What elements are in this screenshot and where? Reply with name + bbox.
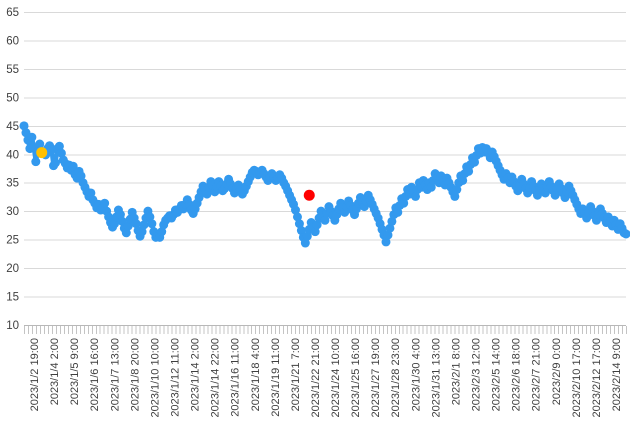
highlight-markers[interactable] bbox=[36, 147, 315, 201]
x-tick-label: 2023/1/10 10:00 bbox=[149, 338, 161, 418]
start-highlight[interactable] bbox=[36, 147, 48, 159]
data-point-marker[interactable] bbox=[137, 227, 147, 237]
x-tick-label: 2023/1/31 13:00 bbox=[430, 338, 442, 418]
data-point-marker[interactable] bbox=[320, 215, 330, 225]
x-tick-label: 2023/1/16 11:00 bbox=[230, 338, 242, 417]
data-point-marker[interactable] bbox=[300, 238, 310, 248]
x-tick-label: 2023/1/8 20:00 bbox=[129, 338, 141, 411]
data-point-marker[interactable] bbox=[411, 191, 420, 201]
x-tick-label: 2023/1/14 2:00 bbox=[190, 338, 202, 411]
x-tick-label: 2023/1/4 2:00 bbox=[49, 338, 61, 405]
data-point-marker[interactable] bbox=[385, 223, 395, 233]
x-tick-label: 2023/1/30 4:00 bbox=[410, 338, 422, 411]
data-point-marker[interactable] bbox=[387, 216, 397, 226]
data-point-marker[interactable] bbox=[110, 219, 119, 229]
series-markers[interactable] bbox=[19, 121, 630, 248]
data-point-marker[interactable] bbox=[19, 121, 29, 131]
x-axis-minor-ticks bbox=[24, 326, 627, 334]
x-tick-label: 2023/2/14 9:00 bbox=[611, 338, 623, 411]
x-tick-label: 2023/2/6 18:00 bbox=[511, 338, 523, 411]
data-point-marker[interactable] bbox=[35, 139, 45, 149]
data-point-marker[interactable] bbox=[464, 166, 474, 176]
data-point-marker[interactable] bbox=[115, 210, 125, 220]
x-tick-label: 2023/2/12 17:00 bbox=[591, 338, 603, 418]
x-tick-label: 2023/2/10 17:00 bbox=[571, 338, 583, 418]
data-point-marker[interactable] bbox=[31, 157, 41, 167]
data-point-marker[interactable] bbox=[145, 212, 155, 222]
y-tick-label: 20 bbox=[6, 263, 19, 275]
x-tick-label: 2023/1/14 22:00 bbox=[210, 338, 222, 418]
y-tick-label: 15 bbox=[6, 292, 19, 304]
data-point-marker[interactable] bbox=[393, 207, 403, 217]
gridlines-group bbox=[24, 12, 626, 326]
data-point-marker[interactable] bbox=[296, 226, 306, 236]
data-point-marker[interactable] bbox=[452, 185, 462, 195]
data-point-marker[interactable] bbox=[302, 231, 312, 241]
data-point-marker[interactable] bbox=[621, 229, 630, 239]
x-tick-label: 2023/2/1 8:00 bbox=[450, 338, 462, 405]
data-point-marker[interactable] bbox=[292, 212, 302, 222]
data-point-marker[interactable] bbox=[470, 157, 480, 167]
data-point-marker[interactable] bbox=[312, 220, 322, 230]
y-tick-label: 50 bbox=[6, 92, 19, 104]
x-tick-label: 2023/1/21 7:00 bbox=[290, 338, 302, 411]
x-tick-label: 2023/2/5 14:00 bbox=[491, 338, 503, 411]
data-point-marker[interactable] bbox=[56, 148, 66, 158]
x-tick-label: 2023/2/7 21:00 bbox=[531, 338, 543, 411]
x-tick-label: 2023/1/2 19:00 bbox=[29, 338, 41, 411]
data-point-marker[interactable] bbox=[131, 219, 141, 229]
y-tick-label: 45 bbox=[6, 121, 19, 133]
x-tick-label: 2023/1/6 16:00 bbox=[89, 338, 101, 411]
data-point-marker[interactable] bbox=[383, 230, 393, 240]
y-tick-label: 35 bbox=[6, 178, 19, 190]
y-tick-label: 55 bbox=[6, 64, 19, 76]
y-axis-tick-labels: 65 60 55 50 45 40 35 30 25 20 15 10 bbox=[6, 7, 19, 332]
selected-point[interactable] bbox=[303, 189, 315, 201]
x-tick-label: 2023/1/22 21:00 bbox=[310, 338, 322, 418]
x-tick-label: 2023/2/9 0:00 bbox=[551, 338, 563, 405]
x-tick-label: 2023/1/5 9:00 bbox=[69, 338, 81, 405]
data-point-marker[interactable] bbox=[294, 219, 304, 229]
data-point-marker[interactable] bbox=[86, 188, 96, 198]
data-point-marker[interactable] bbox=[121, 228, 131, 238]
data-point-marker[interactable] bbox=[68, 161, 78, 171]
data-point-marker[interactable] bbox=[202, 189, 212, 199]
data-point-marker[interactable] bbox=[157, 227, 167, 237]
x-tick-label: 2023/2/3 12:00 bbox=[471, 338, 483, 411]
x-tick-label: 2023/1/28 23:00 bbox=[390, 338, 402, 418]
x-tick-label: 2023/1/24 10:00 bbox=[330, 338, 342, 418]
x-tick-label: 2023/1/12 11:00 bbox=[170, 338, 182, 417]
data-point-marker[interactable] bbox=[458, 175, 468, 185]
data-point-marker[interactable] bbox=[27, 132, 37, 142]
x-tick-label: 2023/1/7 13:00 bbox=[109, 338, 121, 411]
data-point-marker[interactable] bbox=[139, 220, 149, 230]
x-axis-tick-labels: 2023/1/2 19:00 2023/1/4 2:00 2023/1/5 9:00… bbox=[29, 338, 623, 418]
x-tick-label: 2023/1/19 11:00 bbox=[270, 338, 282, 417]
data-point-marker[interactable] bbox=[123, 221, 133, 231]
data-point-marker[interactable] bbox=[381, 237, 391, 247]
data-point-marker[interactable] bbox=[76, 171, 86, 181]
data-point-marker[interactable] bbox=[426, 182, 436, 192]
y-tick-label: 60 bbox=[6, 35, 19, 47]
data-point-marker[interactable] bbox=[310, 227, 320, 237]
y-tick-label: 30 bbox=[6, 206, 19, 218]
data-point-marker[interactable] bbox=[450, 191, 460, 201]
y-tick-label: 25 bbox=[6, 235, 19, 247]
data-point-marker[interactable] bbox=[54, 141, 64, 151]
y-tick-label: 40 bbox=[6, 149, 19, 161]
y-tick-label: 65 bbox=[6, 7, 19, 19]
x-tick-label: 2023/1/18 4:00 bbox=[250, 338, 262, 411]
x-tick-label: 2023/1/25 16:00 bbox=[350, 338, 362, 418]
data-point-marker[interactable] bbox=[100, 198, 110, 208]
data-point-marker[interactable] bbox=[50, 158, 60, 168]
y-tick-label: 10 bbox=[6, 320, 19, 332]
x-tick-label: 2023/1/27 19:00 bbox=[370, 338, 382, 418]
data-point-marker[interactable] bbox=[399, 198, 409, 208]
data-point-marker[interactable] bbox=[147, 219, 157, 229]
data-point-marker[interactable] bbox=[290, 205, 300, 215]
